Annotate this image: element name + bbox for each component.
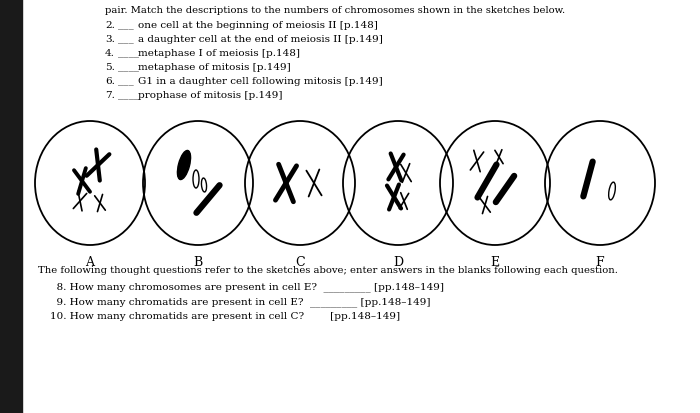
Text: C: C: [295, 255, 304, 268]
Text: ___: ___: [118, 77, 134, 86]
Text: A: A: [85, 255, 94, 268]
Text: metaphase I of meiosis [p.148]: metaphase I of meiosis [p.148]: [138, 49, 300, 58]
Text: The following thought questions refer to the sketches above; enter answers in th: The following thought questions refer to…: [38, 266, 618, 274]
Text: F: F: [596, 255, 604, 268]
Text: 8. How many chromosomes are present in cell E?  _________ [pp.148–149]: 8. How many chromosomes are present in c…: [50, 281, 444, 291]
Text: prophase of mitosis [p.149]: prophase of mitosis [p.149]: [138, 91, 283, 100]
Text: B: B: [193, 255, 202, 268]
Text: ___: ___: [118, 21, 134, 30]
Text: metaphase of mitosis [p.149]: metaphase of mitosis [p.149]: [138, 63, 290, 72]
Text: 2.: 2.: [105, 21, 115, 30]
Text: a daughter cell at the end of meiosis II [p.149]: a daughter cell at the end of meiosis II…: [138, 35, 383, 44]
Text: ____: ____: [118, 49, 139, 58]
Bar: [0, 0, 22, 413]
Text: pair. Match the descriptions to the numbers of chromosomes shown in the sketches: pair. Match the descriptions to the numb…: [105, 6, 565, 15]
Text: 9. How many chromatids are present in cell E?  _________ [pp.148–149]: 9. How many chromatids are present in ce…: [50, 296, 430, 306]
Text: ____: ____: [118, 91, 139, 100]
Ellipse shape: [177, 151, 190, 180]
Text: ___: ___: [118, 35, 134, 44]
Text: 5.: 5.: [105, 63, 115, 72]
Text: D: D: [393, 255, 403, 268]
Text: one cell at the beginning of meiosis II [p.148]: one cell at the beginning of meiosis II …: [138, 21, 378, 30]
Text: 6.: 6.: [105, 77, 115, 86]
Text: G1 in a daughter cell following mitosis [p.149]: G1 in a daughter cell following mitosis …: [138, 77, 383, 86]
Text: 7.: 7.: [105, 91, 115, 100]
Text: 4.: 4.: [105, 49, 115, 58]
Text: 3.: 3.: [105, 35, 115, 44]
Text: ____: ____: [118, 63, 139, 72]
Text: E: E: [491, 255, 500, 268]
Text: 10. How many chromatids are present in cell C?        [pp.148–149]: 10. How many chromatids are present in c…: [50, 311, 400, 320]
